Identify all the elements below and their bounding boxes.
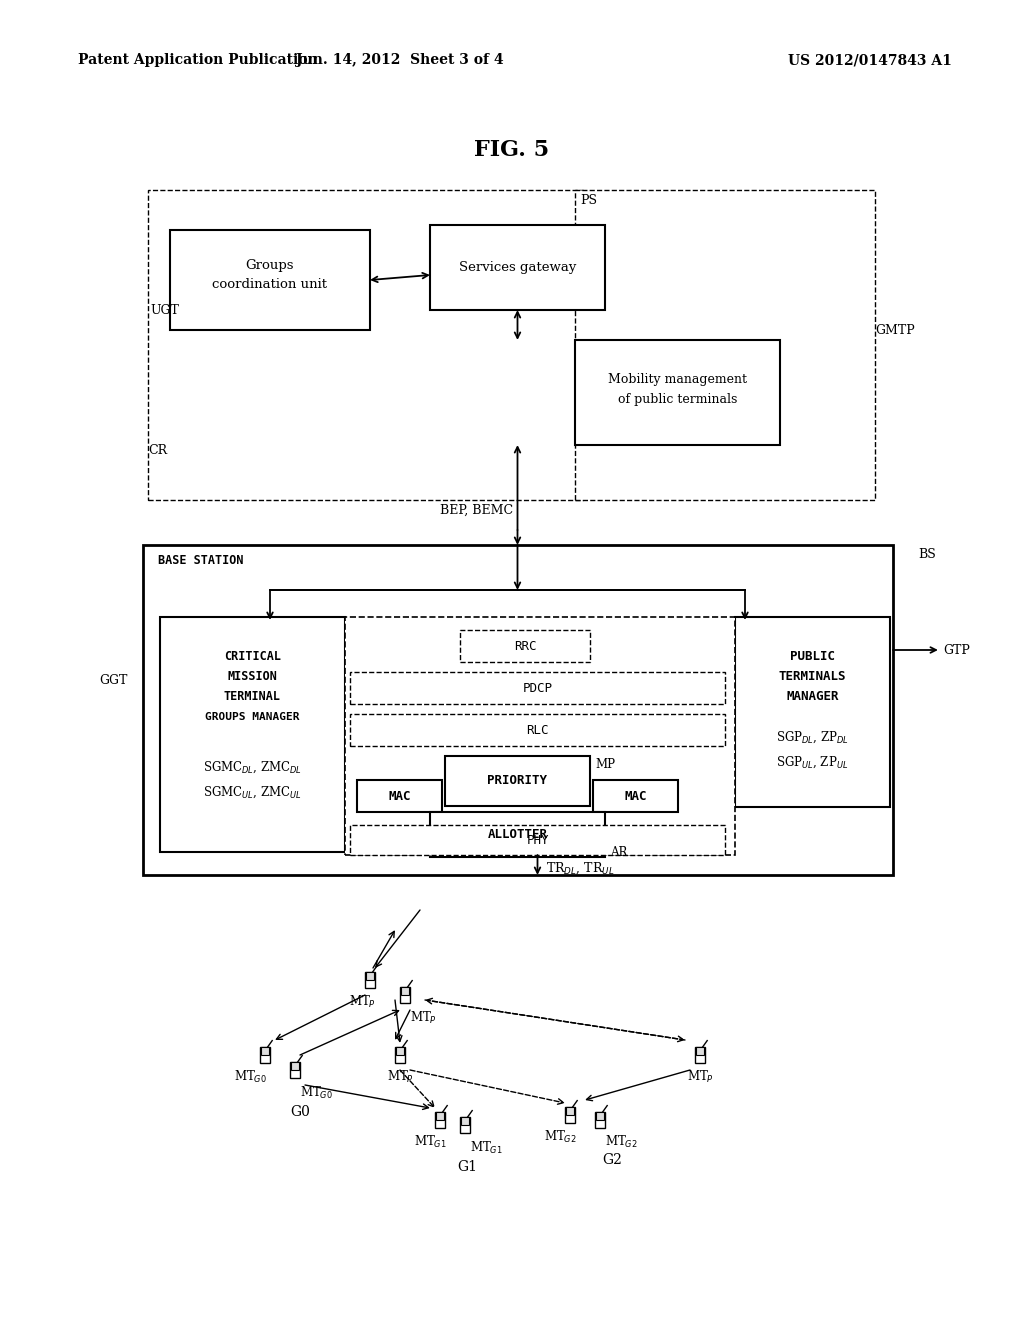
Text: ALLOTTER: ALLOTTER — [487, 828, 548, 841]
Text: PS: PS — [580, 194, 597, 206]
Text: PDCP: PDCP — [522, 681, 553, 694]
Bar — [595, 1111, 605, 1129]
Text: AR: AR — [610, 846, 628, 858]
Text: BEP, BEMC: BEP, BEMC — [440, 503, 513, 516]
Bar — [593, 780, 678, 812]
Text: TERMINALS: TERMINALS — [778, 671, 846, 684]
Bar — [696, 1047, 705, 1055]
Bar — [260, 1047, 270, 1063]
Text: MT$_P$: MT$_P$ — [410, 1010, 437, 1026]
Text: SGP$_{DL}$, ZP$_{DL}$: SGP$_{DL}$, ZP$_{DL}$ — [776, 729, 849, 744]
Text: MP: MP — [595, 758, 615, 771]
Bar — [460, 630, 590, 663]
Text: TR$_{DL}$, TR$_{UL}$: TR$_{DL}$, TR$_{UL}$ — [546, 861, 614, 875]
Text: SGMC$_{UL}$, ZMC$_{UL}$: SGMC$_{UL}$, ZMC$_{UL}$ — [204, 784, 302, 800]
Bar — [596, 1111, 604, 1119]
Text: coordination unit: coordination unit — [213, 279, 328, 292]
Text: PRIORITY: PRIORITY — [487, 775, 548, 788]
Text: MT$_{G0}$: MT$_{G0}$ — [233, 1069, 266, 1085]
Text: MT$_{G0}$: MT$_{G0}$ — [300, 1085, 333, 1101]
Bar — [460, 1117, 470, 1133]
Text: CRITICAL: CRITICAL — [224, 651, 281, 664]
Text: MANAGER: MANAGER — [786, 690, 839, 704]
Text: GTP: GTP — [943, 644, 970, 656]
Text: MAC: MAC — [625, 789, 647, 803]
Text: G0: G0 — [290, 1105, 310, 1119]
Text: GROUPS MANAGER: GROUPS MANAGER — [205, 711, 300, 722]
Text: UGT: UGT — [150, 304, 179, 317]
Bar — [290, 1061, 300, 1078]
Text: MT$_{G2}$: MT$_{G2}$ — [605, 1134, 638, 1150]
Text: MAC: MAC — [388, 789, 411, 803]
Bar — [394, 1047, 406, 1063]
Text: SGMC$_{DL}$, ZMC$_{DL}$: SGMC$_{DL}$, ZMC$_{DL}$ — [203, 759, 302, 775]
Text: MT$_{G2}$: MT$_{G2}$ — [544, 1129, 577, 1144]
Bar — [160, 616, 345, 851]
Text: BS: BS — [918, 549, 936, 561]
Bar — [350, 825, 725, 855]
Bar — [365, 972, 376, 989]
Bar — [436, 1111, 444, 1119]
Bar — [564, 1107, 575, 1123]
Text: Patent Application Publication: Patent Application Publication — [78, 53, 317, 67]
Text: MT$_P$: MT$_P$ — [348, 994, 376, 1010]
Bar — [350, 672, 725, 704]
Text: MT$_P$: MT$_P$ — [386, 1069, 414, 1085]
Bar — [350, 714, 725, 746]
Bar — [735, 616, 890, 807]
Bar — [261, 1047, 269, 1055]
Bar — [357, 780, 442, 812]
Bar — [461, 1117, 469, 1125]
Text: Groups: Groups — [246, 259, 294, 272]
Text: BASE STATION: BASE STATION — [158, 553, 244, 566]
Bar — [445, 756, 590, 807]
Text: of public terminals: of public terminals — [617, 393, 737, 407]
Bar — [345, 616, 735, 855]
Bar — [566, 1107, 574, 1115]
Text: Mobility management: Mobility management — [608, 374, 746, 387]
Text: GMTP: GMTP — [874, 323, 914, 337]
Text: TERMINAL: TERMINAL — [224, 690, 281, 704]
Text: G1: G1 — [457, 1160, 477, 1173]
Text: RRC: RRC — [514, 639, 537, 652]
Bar — [291, 1061, 299, 1071]
Bar — [430, 224, 605, 310]
Text: MT$_{G1}$: MT$_{G1}$ — [414, 1134, 446, 1150]
Text: G2: G2 — [602, 1152, 622, 1167]
Bar — [430, 812, 605, 857]
Text: Services gateway: Services gateway — [459, 260, 577, 273]
Text: MISSION: MISSION — [227, 671, 278, 684]
Text: RLC: RLC — [526, 723, 549, 737]
Bar — [396, 1047, 404, 1055]
Text: PHY: PHY — [526, 833, 549, 846]
Text: GGT: GGT — [99, 673, 128, 686]
Text: Jun. 14, 2012  Sheet 3 of 4: Jun. 14, 2012 Sheet 3 of 4 — [296, 53, 504, 67]
Text: FIG. 5: FIG. 5 — [474, 139, 550, 161]
Bar — [148, 190, 583, 500]
Bar — [143, 545, 893, 875]
Text: PUBLIC: PUBLIC — [790, 651, 835, 664]
Bar — [401, 987, 409, 995]
Text: SGP$_{UL}$, ZP$_{UL}$: SGP$_{UL}$, ZP$_{UL}$ — [776, 754, 849, 770]
Bar — [399, 987, 411, 1003]
Text: US 2012/0147843 A1: US 2012/0147843 A1 — [788, 53, 952, 67]
Bar — [170, 230, 370, 330]
Text: MT$_P$: MT$_P$ — [686, 1069, 714, 1085]
Text: MT$_{G1}$: MT$_{G1}$ — [470, 1140, 503, 1156]
Bar — [366, 972, 374, 979]
Bar — [575, 190, 874, 500]
Bar — [694, 1047, 706, 1063]
Bar — [575, 341, 780, 445]
Bar — [434, 1111, 445, 1129]
Text: CR: CR — [148, 444, 167, 457]
